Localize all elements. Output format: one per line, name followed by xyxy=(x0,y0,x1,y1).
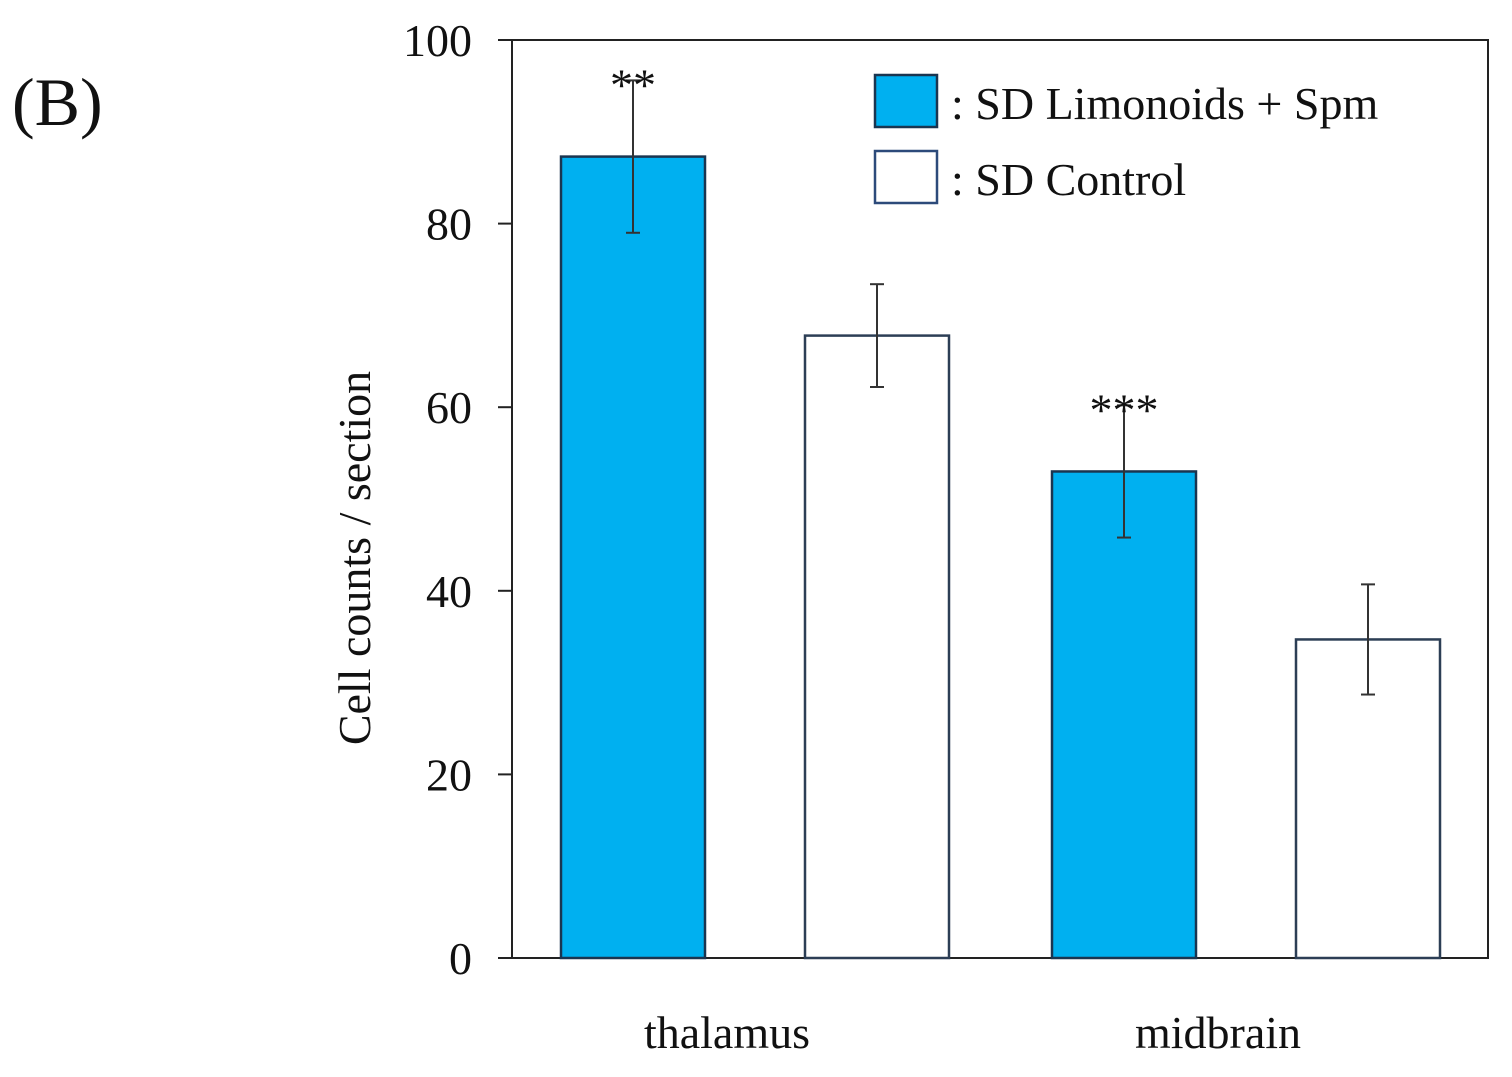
panel-label: (B) xyxy=(12,64,103,140)
significance-label: ** xyxy=(610,59,656,110)
bar-thalamus-series-1 xyxy=(803,334,951,960)
plot-frame xyxy=(511,39,1489,959)
legend-label-1: : SD Control xyxy=(951,154,1186,205)
significance-label: *** xyxy=(1090,384,1159,435)
y-axis-label: Cell counts / section xyxy=(329,371,380,745)
y-ticks-layer: 0 20 40 60 80 100 xyxy=(403,15,512,984)
x-tick-label: midbrain xyxy=(1135,1007,1301,1058)
y-tick-label: 60 xyxy=(426,382,472,433)
legend-swatch-1 xyxy=(873,149,939,205)
significance-layer: ***** xyxy=(610,59,1159,435)
bar-midbrain-series-0 xyxy=(1050,470,1198,960)
legend-swatch-0 xyxy=(873,73,939,129)
bar-thalamus-series-0 xyxy=(559,155,707,960)
legend: : SD Limonoids + Spm : SD Control xyxy=(873,73,1378,205)
y-tick-label: 100 xyxy=(403,15,472,66)
x-tick-label: thalamus xyxy=(644,1007,810,1058)
y-tick-label: 40 xyxy=(426,566,472,617)
x-labels-layer: thalamus midbrain xyxy=(644,1007,1301,1058)
y-tick-label: 0 xyxy=(449,933,472,984)
y-tick-label: 80 xyxy=(426,199,472,250)
error-bars-layer xyxy=(626,79,1375,696)
y-tick-label: 20 xyxy=(426,749,472,800)
legend-label-0: : SD Limonoids + Spm xyxy=(951,78,1378,129)
bars-layer xyxy=(559,155,1442,960)
